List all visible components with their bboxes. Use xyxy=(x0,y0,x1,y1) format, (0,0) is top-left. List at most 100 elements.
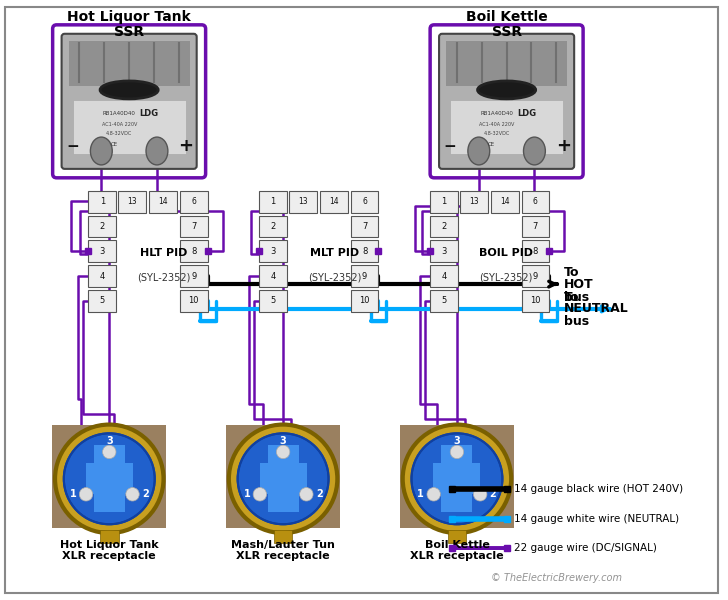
Text: +: + xyxy=(555,137,571,155)
Text: 4: 4 xyxy=(271,272,276,281)
Bar xyxy=(88,215,116,238)
Ellipse shape xyxy=(90,137,112,165)
Text: 4: 4 xyxy=(441,272,447,281)
Bar xyxy=(433,463,480,494)
Text: RB1A40D40: RB1A40D40 xyxy=(480,111,513,116)
Text: +: + xyxy=(178,137,193,155)
Bar xyxy=(268,445,298,512)
Text: BOIL PID: BOIL PID xyxy=(478,248,533,258)
Bar xyxy=(118,191,146,212)
Bar xyxy=(351,265,379,287)
Text: 13: 13 xyxy=(469,197,478,206)
Bar xyxy=(521,241,550,262)
Text: 2: 2 xyxy=(441,222,447,231)
Bar xyxy=(180,215,207,238)
Text: CE: CE xyxy=(111,142,118,147)
Text: 1: 1 xyxy=(271,197,276,206)
Text: SSR: SSR xyxy=(491,25,522,39)
Ellipse shape xyxy=(468,137,490,165)
Bar xyxy=(521,215,550,238)
Text: bus: bus xyxy=(564,290,590,304)
Text: Boil Kettle: Boil Kettle xyxy=(466,10,547,24)
Text: 14: 14 xyxy=(329,197,339,206)
Text: 4.8-32VDC: 4.8-32VDC xyxy=(483,131,510,136)
Text: 10: 10 xyxy=(360,296,370,305)
Text: 4.8-32VDC: 4.8-32VDC xyxy=(106,131,132,136)
Text: 3: 3 xyxy=(106,436,113,446)
Bar xyxy=(259,265,287,287)
Bar xyxy=(448,530,466,544)
Text: AC1-40A 220V: AC1-40A 220V xyxy=(101,122,137,127)
Circle shape xyxy=(473,488,487,501)
Text: 3: 3 xyxy=(280,436,287,446)
Bar xyxy=(351,241,379,262)
Ellipse shape xyxy=(146,137,168,165)
Ellipse shape xyxy=(100,81,158,99)
Text: 9: 9 xyxy=(533,272,538,281)
Bar xyxy=(260,463,306,494)
Text: 1: 1 xyxy=(417,490,424,499)
Bar xyxy=(88,290,116,312)
Bar xyxy=(180,191,207,212)
Bar xyxy=(259,241,287,262)
Bar xyxy=(88,241,116,262)
Bar xyxy=(289,191,317,212)
Text: 1: 1 xyxy=(244,490,250,499)
Bar xyxy=(68,41,190,86)
Text: 8: 8 xyxy=(533,247,538,256)
Text: 2: 2 xyxy=(490,490,496,499)
Circle shape xyxy=(300,488,313,501)
Text: NEUTRAL: NEUTRAL xyxy=(564,302,629,316)
Circle shape xyxy=(411,433,502,524)
Circle shape xyxy=(237,433,328,524)
Bar xyxy=(351,215,379,238)
Bar xyxy=(491,191,518,212)
Circle shape xyxy=(450,445,464,458)
Bar xyxy=(351,191,379,212)
Bar xyxy=(86,463,132,494)
Bar xyxy=(521,290,550,312)
Text: CE: CE xyxy=(488,142,495,147)
Bar xyxy=(259,215,287,238)
Circle shape xyxy=(403,425,511,533)
Circle shape xyxy=(427,488,440,501)
Text: 14: 14 xyxy=(500,197,510,206)
Text: 2: 2 xyxy=(316,490,323,499)
Bar xyxy=(430,191,458,212)
Text: 2: 2 xyxy=(142,490,149,499)
Text: 22 gauge wire (DC/SIGNAL): 22 gauge wire (DC/SIGNAL) xyxy=(513,544,657,553)
Text: 6: 6 xyxy=(533,197,538,206)
Text: Boil Kettle
XLR receptacle: Boil Kettle XLR receptacle xyxy=(410,539,504,561)
Ellipse shape xyxy=(478,81,536,99)
Text: 3: 3 xyxy=(454,436,460,446)
Text: 1: 1 xyxy=(441,197,447,206)
Circle shape xyxy=(64,433,155,524)
Text: MLT PID: MLT PID xyxy=(310,248,360,258)
Text: 4: 4 xyxy=(100,272,105,281)
Text: 1: 1 xyxy=(100,197,105,206)
Text: (SYL-2352): (SYL-2352) xyxy=(308,272,361,283)
Text: 8: 8 xyxy=(191,247,197,256)
Bar xyxy=(259,290,287,312)
Bar xyxy=(351,290,379,312)
Circle shape xyxy=(55,425,164,533)
Bar xyxy=(274,530,293,544)
Text: 6: 6 xyxy=(191,197,196,206)
FancyBboxPatch shape xyxy=(62,34,197,169)
Bar xyxy=(149,191,177,212)
Bar xyxy=(94,445,124,512)
Text: 10: 10 xyxy=(530,296,541,305)
Bar xyxy=(73,100,186,154)
Ellipse shape xyxy=(523,137,545,165)
Text: 1: 1 xyxy=(70,490,76,499)
Text: 3: 3 xyxy=(100,247,105,256)
Text: (SYL-2352): (SYL-2352) xyxy=(137,272,191,283)
Text: AC1-40A 220V: AC1-40A 220V xyxy=(479,122,515,127)
Text: 2: 2 xyxy=(271,222,276,231)
Text: LDG: LDG xyxy=(140,109,159,118)
Bar xyxy=(400,425,514,528)
Text: Mash/Lauter Tun
XLR receptacle: Mash/Lauter Tun XLR receptacle xyxy=(232,539,335,561)
FancyBboxPatch shape xyxy=(439,34,574,169)
Text: 5: 5 xyxy=(441,296,447,305)
Text: 7: 7 xyxy=(533,222,538,231)
